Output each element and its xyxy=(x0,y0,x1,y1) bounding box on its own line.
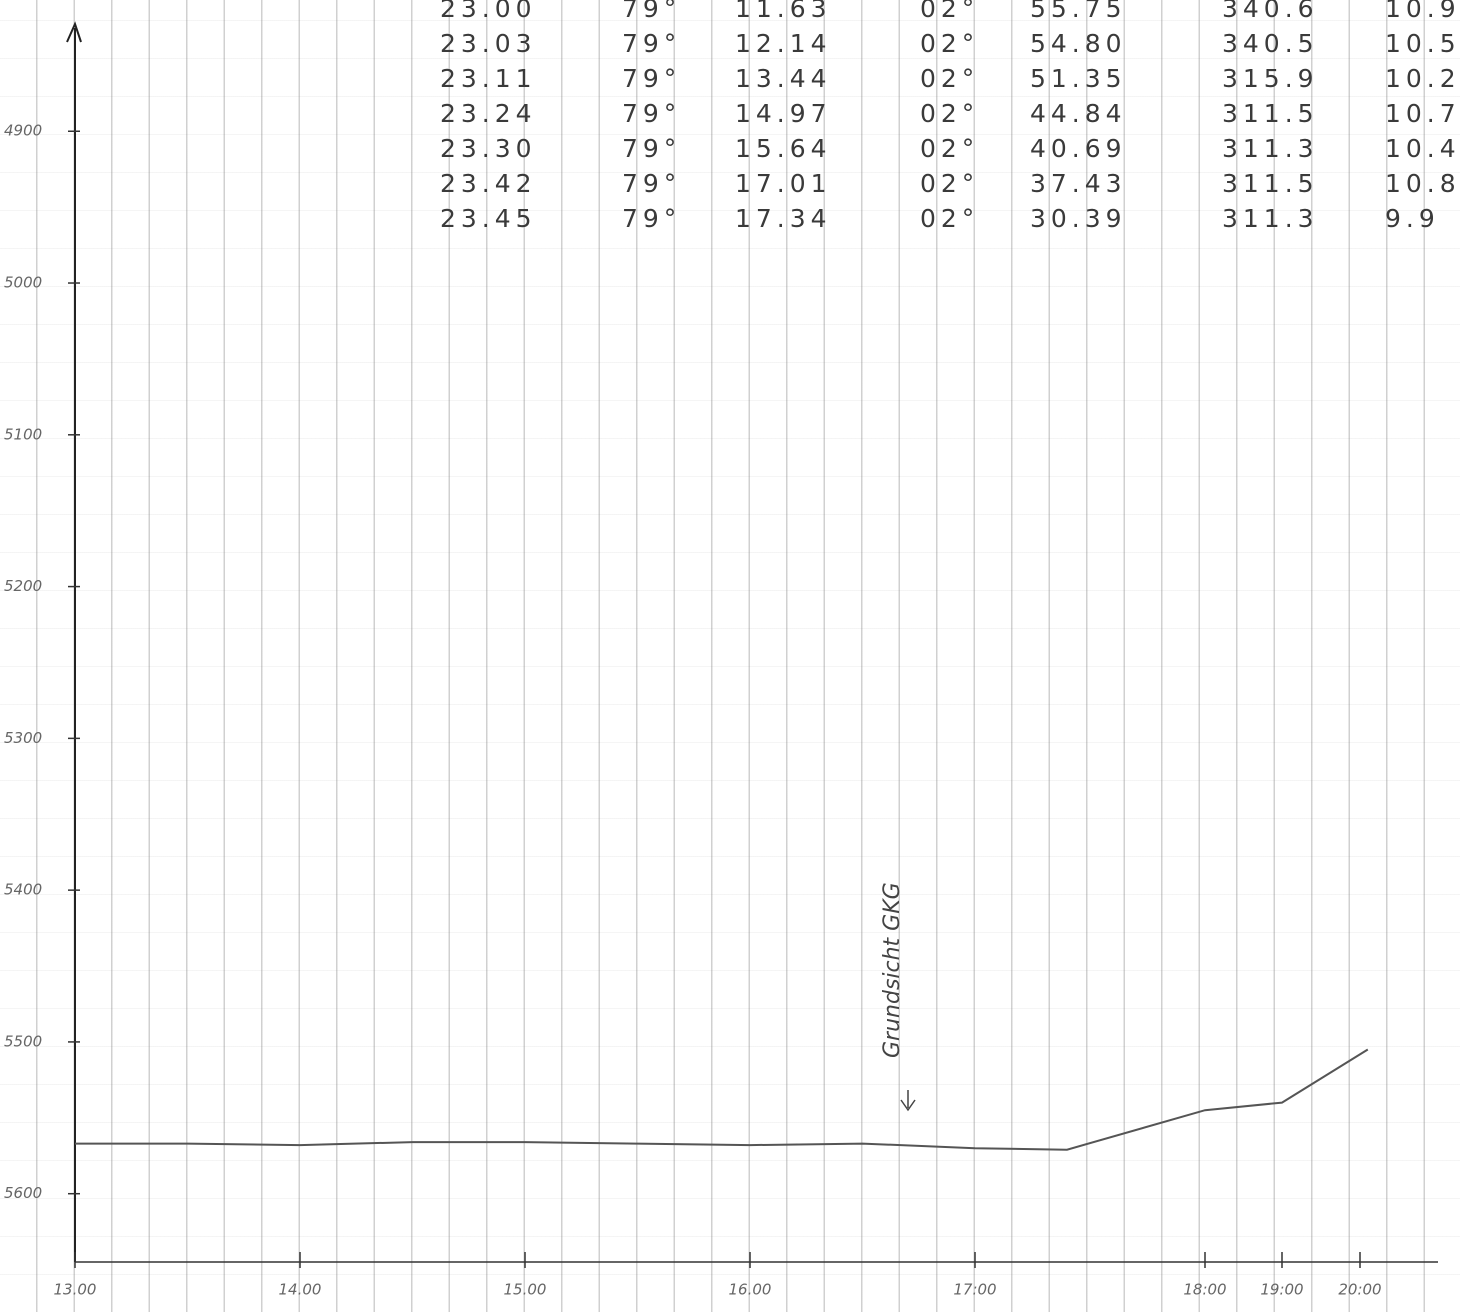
table-cell: 51.35 xyxy=(1030,64,1127,93)
table-cell: 311.5 xyxy=(1222,99,1319,128)
y-tick-label: 5400 xyxy=(4,881,42,899)
table-cell: 02° xyxy=(920,0,979,23)
table-cell: 02° xyxy=(920,99,979,128)
table-cell: 23.42 xyxy=(440,169,537,198)
table-cell: 9.9 xyxy=(1385,204,1440,233)
y-tick-label: 5300 xyxy=(4,729,42,747)
table-cell: 44.84 xyxy=(1030,99,1127,128)
table-cell: 311.3 xyxy=(1222,134,1319,163)
x-tick-label: 20:00 xyxy=(1338,1281,1381,1299)
x-tick-label: 19:00 xyxy=(1260,1281,1303,1299)
table-cell: 17.34 xyxy=(735,204,832,233)
x-tick-label: 14.00 xyxy=(279,1281,322,1299)
table-cell: 315.9 xyxy=(1222,64,1319,93)
y-tick-label: 4900 xyxy=(4,122,42,140)
table-cell: 311.5 xyxy=(1222,169,1319,198)
table-cell: 15.64 xyxy=(735,134,832,163)
table-cell: 79° xyxy=(622,169,681,198)
x-tick-label: 15.00 xyxy=(504,1281,547,1299)
table-cell: 12.14 xyxy=(735,29,832,58)
table-cell: 17.01 xyxy=(735,169,832,198)
table-cell: 340.5 xyxy=(1222,29,1319,58)
table-cell: 10.8 xyxy=(1385,169,1460,198)
table-cell: 23.00 xyxy=(440,0,537,23)
table-cell: 10.9 xyxy=(1385,0,1460,23)
table-cell: 54.80 xyxy=(1030,29,1127,58)
y-tick-label: 5600 xyxy=(4,1184,42,1202)
y-tick-label: 5200 xyxy=(4,577,42,595)
table-cell: 23.45 xyxy=(440,204,537,233)
table-cell: 23.30 xyxy=(440,134,537,163)
annotation: Grundsicht GKG xyxy=(880,882,905,1058)
x-tick-label: 18:00 xyxy=(1183,1281,1226,1299)
table-cell: 02° xyxy=(920,29,979,58)
x-tick-label: 13.00 xyxy=(54,1281,97,1299)
x-tick-label: 16.00 xyxy=(729,1281,772,1299)
annotation-arrow xyxy=(900,1090,916,1112)
table-cell: 40.69 xyxy=(1030,134,1127,163)
table-cell: 11.63 xyxy=(735,0,832,23)
depth-line xyxy=(75,1048,1369,1151)
x-tick-label: 17:00 xyxy=(953,1281,996,1299)
table-cell: 311.3 xyxy=(1222,204,1319,233)
table-cell: 79° xyxy=(622,99,681,128)
table-cell: 02° xyxy=(920,64,979,93)
y-tick-label: 5100 xyxy=(4,425,42,443)
table-cell: 14.97 xyxy=(735,99,832,128)
table-cell: 79° xyxy=(622,64,681,93)
table-cell: 55.75 xyxy=(1030,0,1127,23)
table-cell: 30.39 xyxy=(1030,204,1127,233)
table-cell: 10.2 xyxy=(1385,64,1460,93)
table-cell: 340.6 xyxy=(1222,0,1319,23)
table-cell: 02° xyxy=(920,204,979,233)
table-cell: 23.11 xyxy=(440,64,537,93)
table-cell: 23.03 xyxy=(440,29,537,58)
table-cell: 23.24 xyxy=(440,99,537,128)
table-cell: 13.44 xyxy=(735,64,832,93)
table-cell: 79° xyxy=(622,0,681,23)
table-cell: 02° xyxy=(920,134,979,163)
table-cell: 10.4 xyxy=(1385,134,1460,163)
y-axis-arrow xyxy=(66,21,82,43)
table-cell: 37.43 xyxy=(1030,169,1127,198)
table-cell: 79° xyxy=(622,134,681,163)
table-cell: 79° xyxy=(622,204,681,233)
table-cell: 02° xyxy=(920,169,979,198)
y-tick-label: 5000 xyxy=(4,274,42,292)
table-cell: 10.7 xyxy=(1385,99,1460,128)
table-cell: 10.5 xyxy=(1385,29,1460,58)
table-cell: 79° xyxy=(622,29,681,58)
y-tick-label: 5500 xyxy=(4,1032,42,1050)
